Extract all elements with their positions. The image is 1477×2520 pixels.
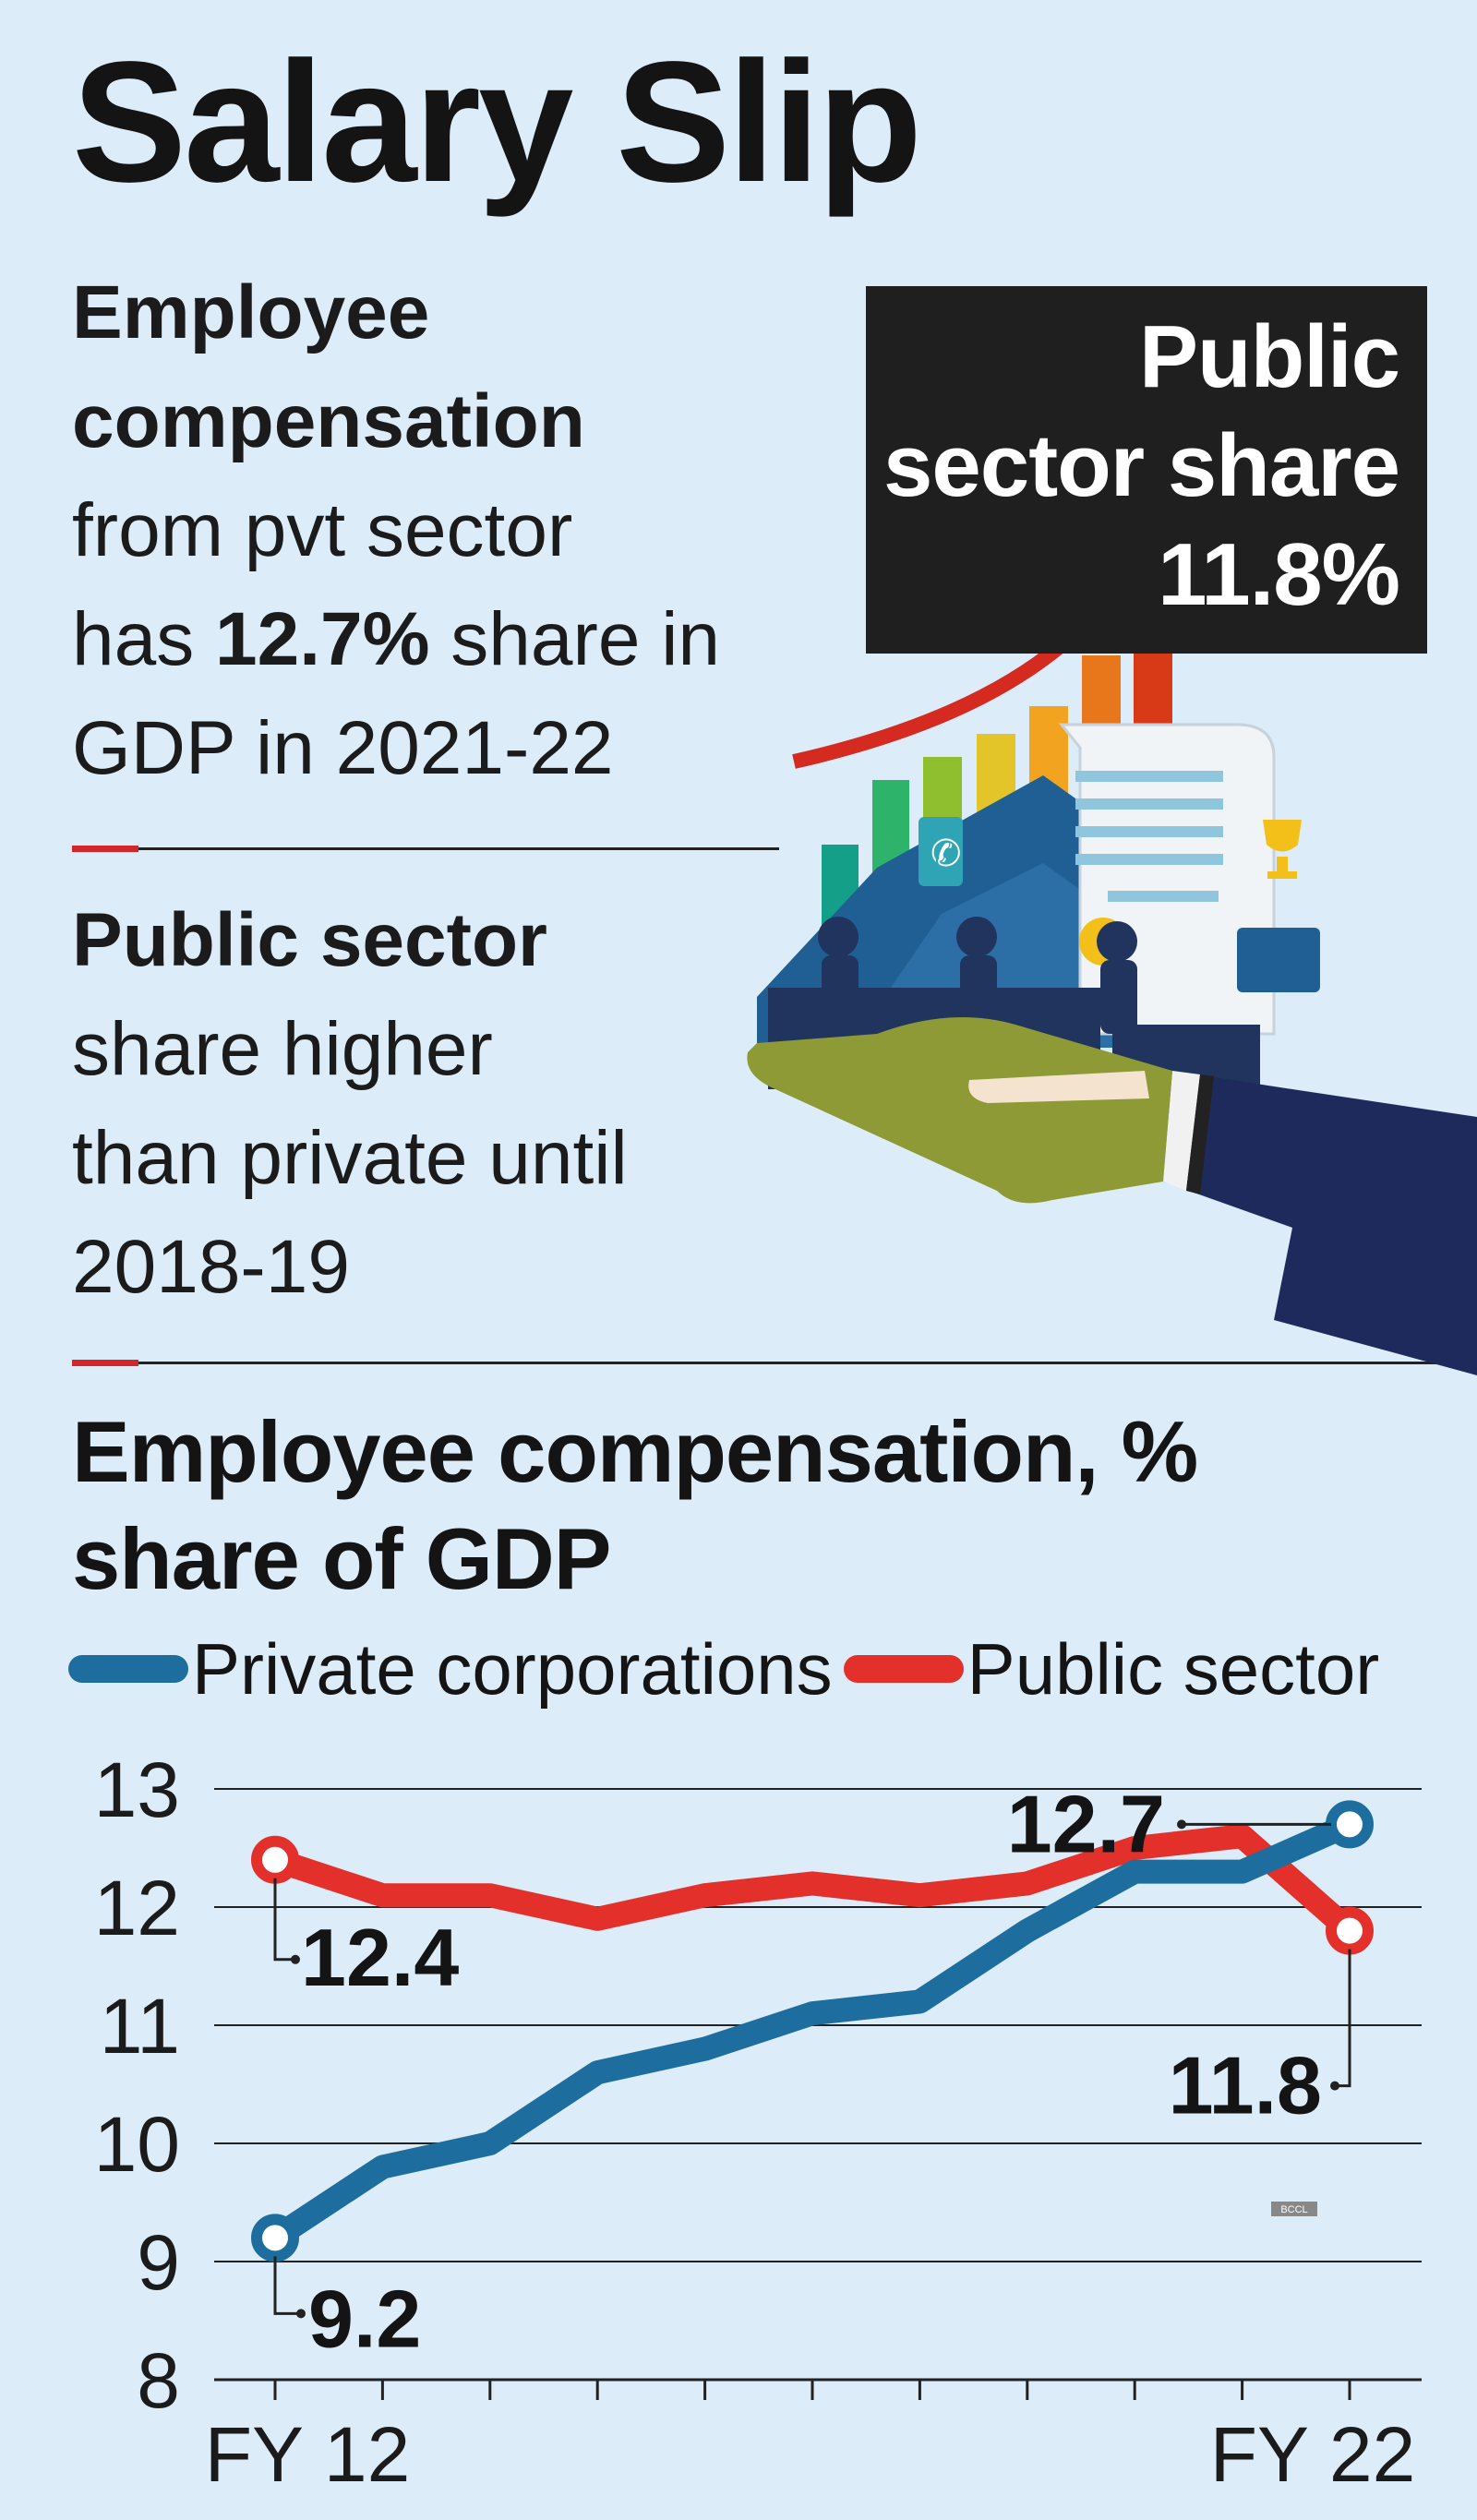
headline2-bold: Public sector [72, 898, 547, 982]
y-tick-label: 11 [100, 1983, 180, 2070]
headline-line-2-pre: has [72, 597, 215, 681]
y-tick-label: 13 [94, 1746, 180, 1833]
series-line-private [263, 1812, 1362, 2250]
legend-swatch-public [843, 1655, 964, 1683]
data-label: 12.4 [301, 1912, 459, 2003]
headline-line-2: has 12.7% share in [72, 585, 866, 694]
chart-legend: Private corporations Public sector [68, 1623, 1390, 1715]
headline2-line-1: share higher [72, 1007, 493, 1091]
y-tick-label: 10 [94, 2101, 180, 2188]
watermark-badge [1271, 2202, 1317, 2216]
headline-line-1: from pvt sector [72, 488, 573, 572]
headline-bold-2: compensation [72, 379, 585, 463]
y-tick-label: 9 [137, 2219, 180, 2306]
data-label: 12.7 [1007, 1778, 1165, 1869]
divider-accent [72, 1360, 138, 1366]
leader-line [273, 1878, 294, 1962]
headline-private-share: Employee compensation from pvt sector ha… [72, 258, 866, 803]
data-point-marker [1326, 1800, 1374, 1849]
page-title: Salary Slip [72, 27, 922, 218]
hand-icon [747, 1017, 1477, 1375]
callout-box: Public sector share 11.8% [866, 286, 1427, 654]
data-point-marker [1326, 1906, 1374, 1955]
legend-label-private: Private corporations [192, 1627, 833, 1710]
headline-public-share: Public sector share higher than private … [72, 886, 811, 1322]
chart-title: Employee compensation, % share of GDP [72, 1403, 1198, 1607]
callout-line-2: sector share [883, 416, 1400, 515]
line-chart: 13 12 11 10 9 8 FY 12 FY 22 9.2 12.7 12.4 11.8 BCCL [94, 1746, 1422, 2498]
legend-swatch-private [68, 1655, 188, 1683]
headline2-line-2: than private until [72, 1116, 628, 1200]
headline-line-2-post: share in [429, 597, 721, 681]
leader-dot [1330, 2081, 1339, 2091]
data-label: 11.8 [1169, 2040, 1322, 2131]
illustration: ✆ [747, 637, 1477, 1375]
watermark-text: BCCL [1280, 2204, 1307, 2215]
divider [72, 1360, 1477, 1366]
trend-arrow-icon [792, 637, 1076, 769]
divider-accent [72, 846, 138, 852]
phone-book-icon [919, 817, 963, 886]
callout-line-1: Public [1138, 307, 1400, 406]
series-line-public [263, 1824, 1362, 1943]
leader-dot [296, 2309, 306, 2319]
divider [72, 846, 779, 852]
y-tick-label: 12 [94, 1865, 180, 1951]
x-tick-label: FY 22 [1210, 2411, 1416, 2498]
leader-dot [1177, 1819, 1186, 1830]
headline-bold-1: Employee [72, 270, 430, 354]
trophy-icon [1263, 820, 1302, 879]
headline2-line-3: 2018-19 [72, 1225, 350, 1309]
leader-line [273, 2256, 299, 2315]
svg-text:✆: ✆ [931, 833, 962, 875]
data-label: 9.2 [308, 2273, 421, 2364]
leader-line [1337, 1949, 1351, 2088]
leader-dot [291, 1954, 300, 1964]
headline-pvt-share-value: 12.7% [215, 597, 430, 681]
y-tick-label: 8 [137, 2337, 180, 2424]
callout-value: 11.8% [1158, 525, 1400, 624]
data-point-marker [251, 1835, 299, 1884]
briefcase-icon [1237, 928, 1320, 992]
data-point-marker [251, 2214, 299, 2262]
x-tick-label: FY 12 [205, 2411, 411, 2498]
legend-label-public: Public sector [967, 1627, 1380, 1710]
headline-line-3: GDP in 2021-22 [72, 706, 614, 790]
